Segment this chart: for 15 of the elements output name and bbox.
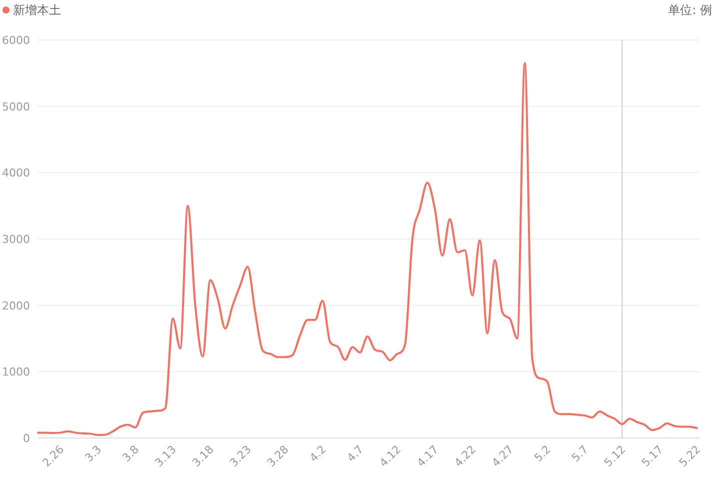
legend-label: 新增本土 [13, 3, 61, 17]
y-tick-label: 0 [23, 432, 30, 445]
x-tick-label: 3.8 [120, 442, 142, 464]
y-tick-label: 1000 [2, 366, 30, 379]
x-tick-label: 5.2 [532, 442, 554, 464]
x-tick-label: 4.7 [344, 442, 366, 464]
y-tick-label: 4000 [2, 166, 30, 180]
y-tick-label: 5000 [2, 100, 30, 114]
y-tick-label: 3000 [2, 233, 30, 246]
x-tick-label: 5.7 [569, 442, 591, 464]
x-tick-label: 3.3 [82, 442, 104, 464]
y-tick-label: 6000 [2, 34, 30, 47]
text: 单位: 例 [668, 3, 712, 17]
x-tick-label: 4.2 [307, 442, 329, 464]
y-tick-label: 2000 [2, 299, 30, 312]
